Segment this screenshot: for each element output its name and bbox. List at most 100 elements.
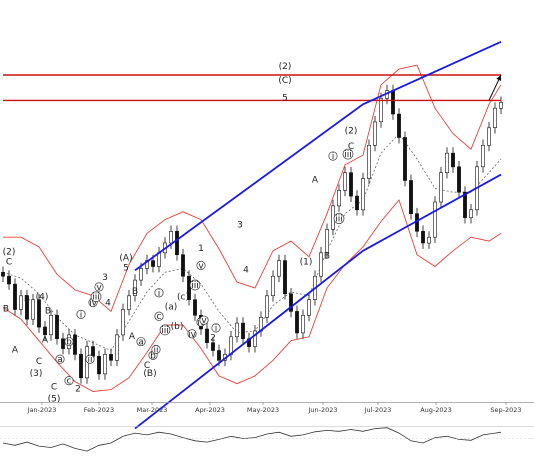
candle-body bbox=[421, 231, 425, 244]
candle-body bbox=[379, 98, 383, 123]
wave-label: i bbox=[332, 152, 335, 162]
candle-body bbox=[109, 354, 113, 361]
wave-label: ii bbox=[153, 345, 158, 355]
wave-label-circle bbox=[187, 329, 197, 339]
candle-body bbox=[19, 295, 23, 310]
wave-label: iii bbox=[344, 150, 352, 160]
candle-body bbox=[205, 328, 209, 343]
channel-lower-line bbox=[134, 173, 502, 430]
wave-label: b bbox=[66, 338, 72, 348]
wave-label-circle bbox=[189, 279, 201, 291]
candle-body bbox=[355, 195, 359, 211]
candle-body bbox=[73, 334, 77, 355]
candle-body bbox=[7, 275, 11, 285]
candle-body bbox=[337, 190, 341, 207]
wave-label-circle bbox=[342, 148, 354, 160]
candle-body bbox=[103, 354, 107, 375]
wave-label: 3 bbox=[237, 220, 243, 230]
wave-label: ii bbox=[87, 355, 92, 365]
candle-body bbox=[409, 180, 413, 215]
wave-label: 2 bbox=[210, 334, 216, 344]
wave-label: i bbox=[158, 289, 161, 299]
wave-label-circle bbox=[151, 344, 161, 354]
wave-label: iii bbox=[191, 281, 199, 291]
wave-label: 3 bbox=[102, 273, 108, 283]
candle-body bbox=[133, 279, 137, 297]
wave-label: v bbox=[96, 283, 102, 293]
wave-label: v bbox=[198, 261, 204, 271]
candle-body bbox=[217, 350, 221, 361]
wave-label: (3) bbox=[30, 369, 43, 379]
candle-body bbox=[61, 338, 65, 349]
wave-label-circle bbox=[154, 311, 164, 321]
wave-label-circle bbox=[159, 324, 171, 336]
wave-label: B bbox=[324, 252, 330, 262]
candle-body bbox=[493, 107, 497, 128]
wave-label-circle bbox=[76, 309, 86, 319]
x-axis: Jan-2023 Feb-2023 Mar-2023 Apr-2023 May-2023… bbox=[27, 402, 522, 414]
wave-label: B bbox=[3, 304, 9, 314]
wave-label-circle bbox=[64, 337, 74, 347]
candle-body bbox=[499, 102, 503, 109]
wave-label-circle bbox=[55, 354, 65, 364]
candle-body bbox=[79, 354, 83, 379]
wave-label: iii bbox=[92, 293, 100, 303]
candle-body bbox=[49, 314, 53, 336]
candle-body bbox=[151, 260, 155, 267]
wave-label-circle bbox=[136, 337, 146, 347]
candle-body bbox=[37, 299, 41, 328]
candle-body bbox=[289, 293, 293, 312]
bollinger-layer bbox=[2, 64, 502, 392]
wave-label: iii bbox=[161, 326, 169, 336]
wave-label: (2) bbox=[279, 62, 292, 72]
wave-label: 5 bbox=[123, 263, 129, 273]
wave-label: iv bbox=[188, 330, 197, 340]
wave-label: a bbox=[138, 338, 144, 348]
wave-label: (C) bbox=[278, 76, 291, 86]
wave-label: (1) bbox=[300, 258, 313, 268]
candle-body bbox=[391, 90, 395, 115]
candle-body bbox=[403, 137, 407, 181]
candle-body bbox=[349, 172, 353, 197]
candle-body bbox=[193, 299, 197, 316]
wave-label: 4 bbox=[105, 299, 111, 309]
candle-body bbox=[373, 121, 377, 146]
candle-body bbox=[433, 201, 437, 238]
bollinger-upper-line bbox=[3, 64, 502, 313]
x-tick-label: May-2023 bbox=[247, 406, 279, 414]
candle-body bbox=[487, 127, 491, 146]
wave-label: B bbox=[132, 287, 138, 297]
bollinger-lower-line bbox=[2, 199, 502, 392]
wave-label: (b) bbox=[171, 322, 184, 332]
wave-label: (A) bbox=[119, 254, 132, 264]
candle-body bbox=[481, 145, 485, 168]
candle-body bbox=[25, 295, 29, 320]
candle-body bbox=[1, 271, 5, 277]
candle-body bbox=[463, 191, 467, 218]
wave-label: C bbox=[348, 142, 354, 152]
x-tick-label: Apr-2023 bbox=[195, 406, 225, 414]
resistance-layer bbox=[3, 74, 501, 102]
wave-label: (a) bbox=[165, 302, 178, 312]
candle-body bbox=[121, 309, 125, 336]
wave-label-circle bbox=[90, 291, 102, 303]
wave-label-circle bbox=[333, 213, 345, 224]
candle-body bbox=[295, 311, 299, 334]
projection-arrow-head bbox=[496, 75, 502, 81]
candle-body bbox=[211, 342, 215, 351]
indicator-line bbox=[2, 427, 502, 452]
candle-body bbox=[157, 252, 161, 267]
wave-label: (B) bbox=[143, 369, 156, 379]
x-tick-label: Feb-2023 bbox=[84, 406, 114, 414]
candle-body bbox=[253, 330, 257, 347]
wave-label: C bbox=[6, 258, 12, 268]
wave-label: iv bbox=[89, 299, 98, 309]
candle-body bbox=[397, 113, 401, 138]
candle-body bbox=[301, 314, 305, 334]
wave-label: (4) bbox=[36, 293, 49, 303]
candle-body bbox=[343, 172, 347, 191]
candle-body bbox=[469, 209, 473, 218]
candle-body bbox=[283, 260, 287, 295]
candle-body bbox=[97, 355, 101, 375]
